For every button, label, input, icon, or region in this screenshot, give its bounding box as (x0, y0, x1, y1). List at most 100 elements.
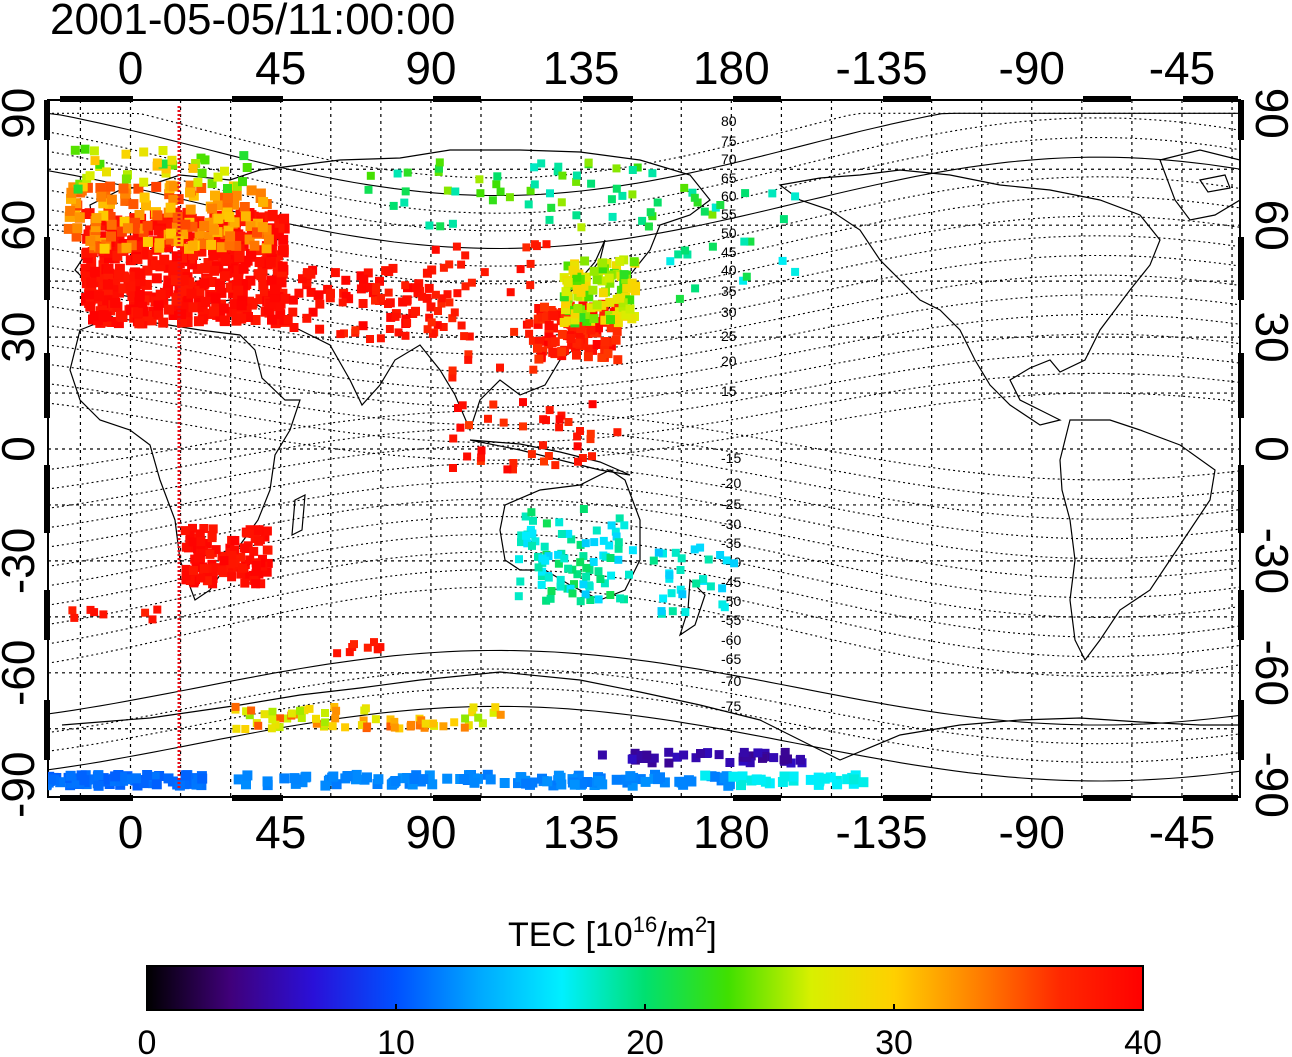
top-lon-label: 90 (405, 42, 456, 94)
tec-cell (252, 227, 262, 238)
tec-cell (72, 223, 83, 234)
tec-cell (533, 319, 543, 329)
tec-cell (165, 234, 176, 245)
tec-cell (106, 219, 117, 230)
tec-cell (564, 564, 573, 573)
tec-cell (393, 169, 402, 178)
tec-cell (118, 283, 129, 294)
tec-cell (581, 272, 591, 282)
tec-cell (413, 289, 422, 298)
tec-cell (614, 538, 623, 547)
tec-cell (111, 243, 122, 254)
tec-cell (185, 187, 195, 198)
tec-cell (496, 363, 504, 372)
tec-cell (545, 406, 554, 415)
tec-cell (0, 470, 2, 478)
tec-cell (515, 555, 523, 564)
tec-cell (189, 566, 198, 575)
tec-cell (400, 198, 409, 207)
tec-cell (95, 159, 105, 169)
tec-cell (150, 219, 161, 230)
tec-cell (386, 312, 396, 322)
tec-cell (132, 307, 143, 318)
bottom-lon-label: 180 (693, 806, 770, 858)
right-lat-label: 90 (1246, 88, 1292, 139)
bottom-lon-label: 90 (405, 806, 456, 858)
tec-cell (385, 325, 394, 333)
tec-cell (93, 780, 104, 791)
tec-cell (741, 189, 750, 198)
tec-cell (819, 773, 830, 784)
tec-cell (523, 539, 532, 548)
tec-cell (251, 579, 261, 589)
tec-cell (526, 259, 535, 268)
tec-cell (209, 563, 218, 573)
tec-cell (203, 231, 214, 242)
tec-cell (612, 326, 622, 336)
tec-cell (439, 722, 448, 731)
right-lat-label: -30 (1246, 528, 1292, 594)
tec-cell (431, 290, 440, 299)
tec-cell (542, 776, 553, 787)
tec-cell (742, 272, 751, 281)
tec-cell (519, 422, 527, 431)
maglat-label: 80 (721, 113, 737, 129)
maglat-contour (48, 568, 1240, 658)
tec-cell (241, 779, 251, 790)
bottom-lon-label: 0 (118, 806, 144, 858)
tec-cell (548, 347, 558, 357)
tec-cell (439, 323, 448, 331)
tec-cell (164, 189, 175, 200)
tec-cell (119, 216, 130, 227)
maglat-label: 65 (721, 170, 737, 186)
maglat-label: -55 (721, 612, 741, 628)
tec-cell (542, 240, 551, 249)
tec-cell (194, 228, 205, 239)
tec-cell (139, 177, 149, 187)
frame-bar-left (44, 700, 50, 760)
tec-cell (269, 292, 280, 303)
tec-cell (152, 210, 163, 221)
tec-cell (633, 163, 642, 172)
tec-cell (166, 218, 177, 229)
tec-cell (142, 770, 153, 780)
tec-cell (524, 200, 533, 209)
coastline-antarctica (61, 671, 1240, 761)
tec-cell (592, 526, 601, 535)
tec-cell (566, 334, 576, 343)
tec-cell (223, 225, 234, 236)
tec-cell (551, 461, 560, 470)
frame-tick-bars (44, 96, 1244, 801)
tec-cell (130, 217, 141, 228)
tec-cell (89, 311, 100, 322)
tec-cell (245, 221, 256, 231)
tec-cell (159, 254, 170, 265)
tec-cell (48, 774, 56, 785)
tec-cell (681, 246, 690, 255)
right-latitude-labels: 90 60 30 0 -30 -60 -90 (1246, 88, 1292, 818)
tec-cell (600, 579, 609, 588)
frame-bar-bottom (60, 795, 133, 801)
tec-cell (240, 211, 251, 222)
maglat-label: 30 (721, 304, 737, 320)
tec-cell (73, 184, 83, 194)
tec-cell (187, 221, 198, 232)
tec-cell (242, 571, 252, 581)
tec-cell (608, 212, 617, 221)
right-lat-label: -60 (1246, 640, 1292, 706)
tec-cell (577, 778, 587, 789)
tec-cell (233, 774, 244, 785)
maglat-label: 40 (721, 262, 737, 278)
tec-cell (664, 747, 674, 757)
maglat-contour (48, 136, 1240, 232)
tec-cell (628, 190, 637, 199)
tec-cell (435, 164, 443, 173)
tec-cell (570, 580, 578, 589)
tec-cell (746, 775, 757, 786)
tec-cell (445, 260, 454, 269)
tec-cell (132, 241, 143, 252)
tec-cell (597, 264, 607, 274)
tec-cell (629, 257, 639, 267)
maglat-contour (48, 463, 1240, 540)
frame-bar-bottom (232, 795, 283, 801)
